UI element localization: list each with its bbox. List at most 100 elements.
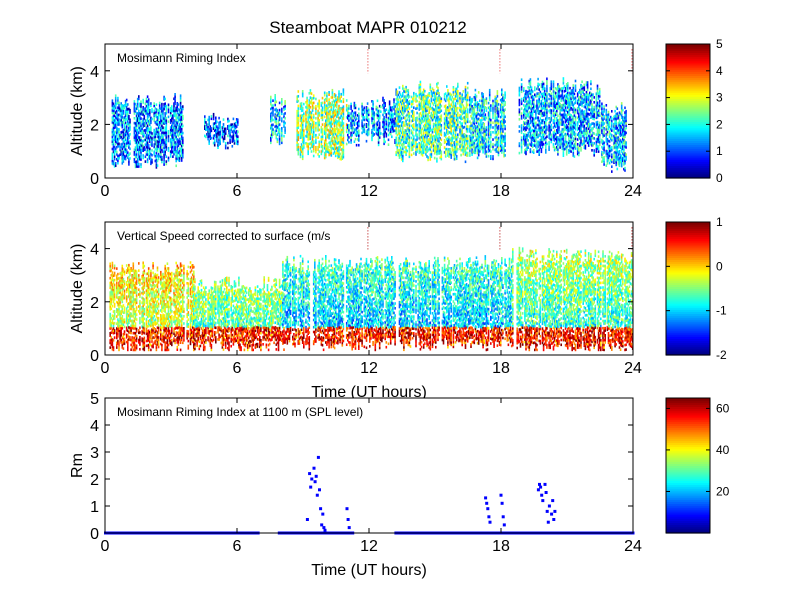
scatter-point [318,488,321,492]
scatter-point [485,501,489,505]
scatter-point [305,518,309,521]
plot-area [105,398,633,533]
scatter-point [484,496,488,500]
colorbar-tick-label: 2 [716,117,723,131]
figure-title: Steamboat MAPR 010212 [269,18,467,37]
scatter-point [538,482,541,486]
y-axis-label: Altitude (km) [69,66,86,156]
x-tick-label: 24 [624,183,642,200]
x-tick-label: 6 [233,538,242,555]
colorbar: 1 0 -1 -2 [665,215,727,362]
y-tick-label: 2 [90,472,99,489]
heatmap-segment-5 [512,246,633,352]
x-tick-label: 24 [624,538,642,555]
heatmap-segment-2 [193,276,283,352]
heatmap-segment-2 [204,112,239,150]
scatter-point [345,507,349,511]
heatmap-segment-7 [469,88,506,161]
colorbar-tick-label: 3 [716,91,723,105]
x-axis-label: Time (UT hours) [311,384,427,401]
scatter-point [551,499,555,503]
heatmap-segment-4 [402,255,513,352]
y-tick-label: 2 [90,117,99,134]
x-tick-label: 0 [101,183,110,200]
y-tick-label: 4 [90,418,99,435]
x-tick-label: 12 [360,538,378,555]
heatmap-segment-5 [347,96,396,147]
scatter-point [539,485,543,489]
scatter-point [501,515,505,519]
heatmap-cells [109,227,633,352]
colorbar-tick-label: 20 [716,484,730,498]
scatter-point [308,472,312,476]
colorbar-tick-label: 4 [716,64,723,78]
scatter-point [550,512,554,516]
y-tick-label: 1 [90,499,99,516]
colorbar-tick-label: -1 [716,304,727,318]
scatter-point [323,528,327,532]
x-tick-label: 18 [492,538,510,555]
colorbar-tick-label: 40 [716,443,730,457]
scatter-point [553,509,557,513]
scatter-point [312,466,316,470]
x-tick-label: 6 [233,183,242,200]
x-tick-label: 24 [624,360,642,377]
y-axis-label: Altitude (km) [69,244,86,334]
scatter-point [499,493,503,497]
scatter-point [486,507,490,511]
heatmap-segment-1 [109,261,195,352]
y-tick-label: 2 [90,295,99,312]
y-tick-label: 4 [90,242,99,259]
y-tick-label: 3 [90,445,99,462]
colorbar-tick-label: 5 [716,37,723,51]
colorbar-tick-label: 1 [716,144,723,158]
scatter-point [315,493,319,497]
scatter-point [316,455,320,459]
scatter-point [540,493,544,497]
x-tick-label: 12 [360,183,378,200]
y-tick-label: 0 [90,348,99,365]
scatter-point [346,518,350,521]
scatter-point [547,504,551,508]
heatmap-segment-8 [518,77,601,158]
scatter-point [545,509,549,513]
heatmap-segment-3 [282,254,403,352]
heatmap-segment-3 [270,94,286,146]
scatter-point [502,523,506,527]
colorbar-tick-label: 0 [716,259,723,273]
heatmap-segment-1 [111,93,184,169]
heatmap-cells [111,49,633,173]
colorbar-tick-label: -2 [716,348,727,362]
scatter-point [546,520,550,524]
scatter-point [543,482,547,486]
x-tick-label: 18 [492,183,510,200]
scatter-point [319,507,323,511]
colorbar-tick-label: 1 [716,215,723,229]
scatter-point [309,485,313,489]
x-tick-label: 18 [492,360,510,377]
y-axis-label: Rm [69,453,86,478]
scatter-point [500,501,504,505]
heatmap-segment-4 [296,88,348,161]
scatter-point [320,523,324,527]
colorbar-frame [665,397,711,534]
colorbar: 0 1 2 3 4 5 [665,37,723,185]
y-tick-label: 4 [90,64,99,81]
scatter-point [321,512,325,516]
x-axis-label: Time (UT hours) [311,562,427,579]
colorbar-tick-label: 60 [716,401,730,415]
y-tick-label: 5 [90,391,99,408]
scatter-point [314,474,318,478]
scatter-point [313,480,317,484]
colorbar: 60 40 20 [665,397,730,534]
x-tick-label: 12 [360,360,378,377]
colorbar-tick-label: 0 [716,171,723,185]
scatter-point [544,491,548,494]
x-tick-label: 6 [233,360,242,377]
colorbar-frame [665,43,711,179]
colorbar-frame [665,221,711,356]
scatter-point [310,477,314,481]
